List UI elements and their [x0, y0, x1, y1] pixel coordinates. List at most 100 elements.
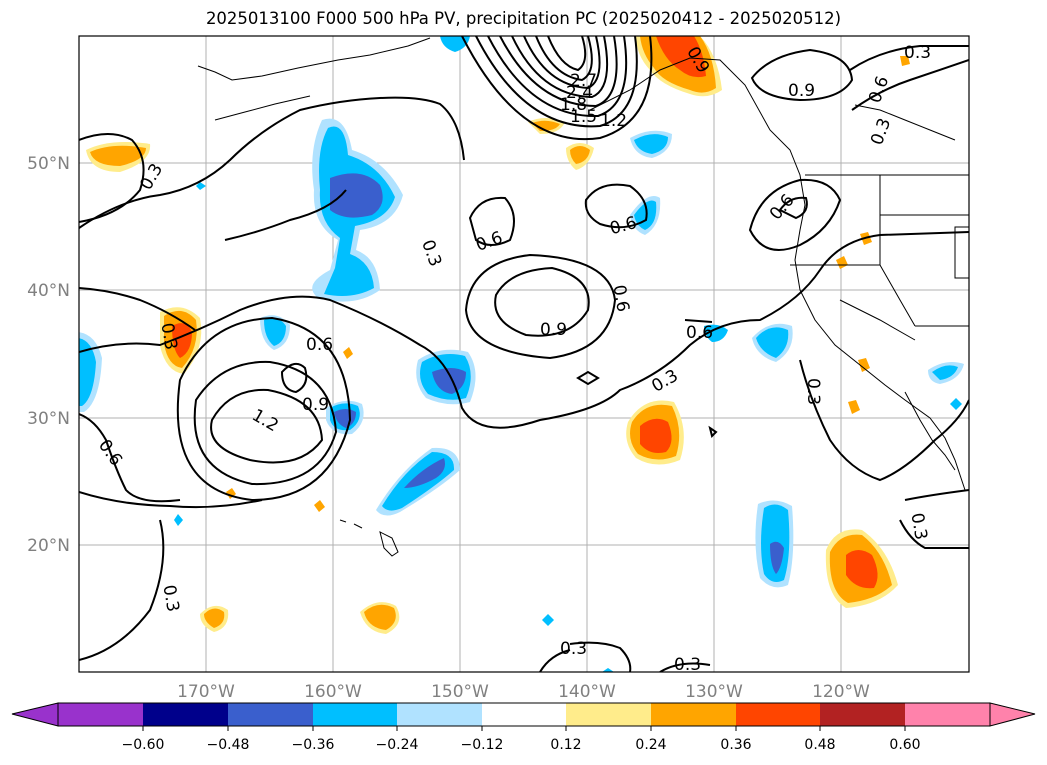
colorbar-segment	[482, 703, 566, 726]
colorbar-tick-label: 0.60	[889, 737, 920, 753]
colorbar-segment	[905, 703, 990, 726]
contour-label: 1.2	[248, 405, 281, 436]
contour-label: 0.6	[608, 213, 639, 239]
lat-label: 40°N	[27, 281, 70, 301]
lon-label: 120°W	[812, 682, 870, 702]
colorbar-tick-label: −0.48	[207, 737, 250, 753]
colorbar-segment	[736, 703, 820, 726]
pv-contours	[79, 36, 969, 672]
neg-blob	[704, 324, 728, 342]
colorbar-segment	[651, 703, 736, 726]
lon-label: 130°W	[685, 682, 743, 702]
contour-label: 0.3	[674, 655, 701, 675]
contour-label: 0.3	[803, 378, 823, 405]
contour-label: 1.8	[560, 95, 587, 115]
colorbar-tick-label: −0.36	[292, 737, 335, 753]
lon-labels: 170°W 160°W 150°W 140°W 130°W 120°W	[177, 682, 870, 702]
contour-label: 0.9	[302, 395, 329, 415]
neg-blob	[950, 398, 962, 410]
pos-blob	[172, 323, 192, 358]
contour-label: 0.6	[94, 436, 126, 470]
colorbar-segment	[313, 703, 397, 726]
contour-label: 0.3	[867, 116, 895, 148]
pos-blob	[226, 488, 236, 499]
pos-blob	[900, 56, 910, 66]
neg-blob	[174, 514, 183, 526]
pos-blob	[570, 146, 590, 164]
neg-blob	[756, 327, 789, 358]
pos-blob	[343, 347, 353, 359]
contour-label: 0.6	[473, 228, 505, 256]
colorbar: −0.60 −0.48 −0.36 −0.24 −0.12 0.12 0.24 …	[11, 702, 1036, 753]
colorbar-tick-label: 0.12	[550, 737, 581, 753]
negative-precip-shading	[79, 36, 964, 672]
page-title: 2025013100 F000 500 hPa PV, precipitatio…	[205, 9, 842, 28]
colorbar-extend-low	[11, 702, 59, 727]
contour-labels: 0.3 0.3 0.3 0.3 0.3 0.3 0.3 0.3 0.3 0.3 …	[94, 43, 931, 675]
contour-label: 0.3	[417, 237, 445, 269]
neg-blob	[440, 36, 470, 52]
neg-blob	[932, 365, 958, 380]
contour-label: 0.6	[306, 335, 333, 355]
contour-label: 2.4	[566, 83, 593, 103]
lat-label: 20°N	[27, 536, 70, 556]
pos-blob	[640, 418, 672, 453]
colorbar-segment	[820, 703, 905, 726]
lon-label: 170°W	[177, 682, 235, 702]
pos-blob	[532, 120, 560, 131]
colorbar-tick-label: 0.36	[720, 737, 751, 753]
colorbar-tick-label: −0.24	[376, 737, 419, 753]
pos-blob	[858, 358, 870, 372]
contour-label: 0.9	[540, 320, 567, 340]
pos-blob	[314, 500, 325, 512]
contour-label: 0.9	[788, 81, 815, 101]
neg-blob	[602, 668, 614, 672]
colorbar-extend-high	[989, 702, 1036, 727]
contour-label: 0.3	[906, 511, 930, 541]
pos-blob	[90, 145, 146, 166]
colorbar-segment	[228, 703, 313, 726]
neg-blob	[79, 338, 96, 406]
contour-label: 0.3	[560, 639, 587, 659]
contour-label: 1.2	[600, 111, 627, 131]
colorbar-tick-label: −0.12	[461, 737, 504, 753]
lon-label: 140°W	[558, 682, 616, 702]
colorbar-tick-label: 0.24	[635, 737, 666, 753]
contour-label: 0.3	[158, 583, 182, 613]
pos-blob	[848, 400, 860, 414]
neg-blob	[264, 318, 286, 346]
contour-label: 0.6	[608, 283, 632, 313]
contour-label: 0.6	[686, 323, 713, 343]
positive-precip-shading	[86, 36, 910, 634]
colorbar-segment	[397, 703, 482, 726]
contour-label: 1.5	[570, 107, 597, 127]
colorbar-tick-label: 0.48	[804, 737, 835, 753]
neg-blob	[330, 173, 383, 218]
lat-label: 50°N	[27, 154, 70, 174]
contour-label: 0.3	[648, 366, 681, 397]
pos-blob	[846, 550, 878, 589]
neg-blob	[196, 182, 206, 190]
pos-blob	[364, 604, 396, 630]
pos-blob	[836, 256, 848, 269]
pos-blob	[656, 36, 706, 78]
neg-blob	[770, 541, 784, 574]
pos-blob	[204, 608, 225, 628]
neg-blob	[432, 368, 466, 394]
contour-label: 0.3	[904, 43, 931, 63]
map-frame	[78, 35, 970, 673]
colorbar-segment	[58, 703, 143, 726]
colorbar-tick-label: −0.60	[122, 737, 165, 753]
lat-labels: 50°N 40°N 30°N 20°N	[27, 154, 70, 556]
colorbar-segment	[143, 703, 228, 726]
lat-label: 30°N	[27, 409, 70, 429]
lon-label: 160°W	[304, 682, 362, 702]
neg-blob	[634, 134, 668, 154]
contour-label: 2.7	[570, 71, 597, 91]
lon-label: 150°W	[431, 682, 489, 702]
contour-label: 0.3	[156, 321, 180, 351]
neg-blob	[404, 458, 445, 488]
colorbar-frame	[57, 702, 991, 727]
contour-label: 0.6	[865, 74, 893, 106]
